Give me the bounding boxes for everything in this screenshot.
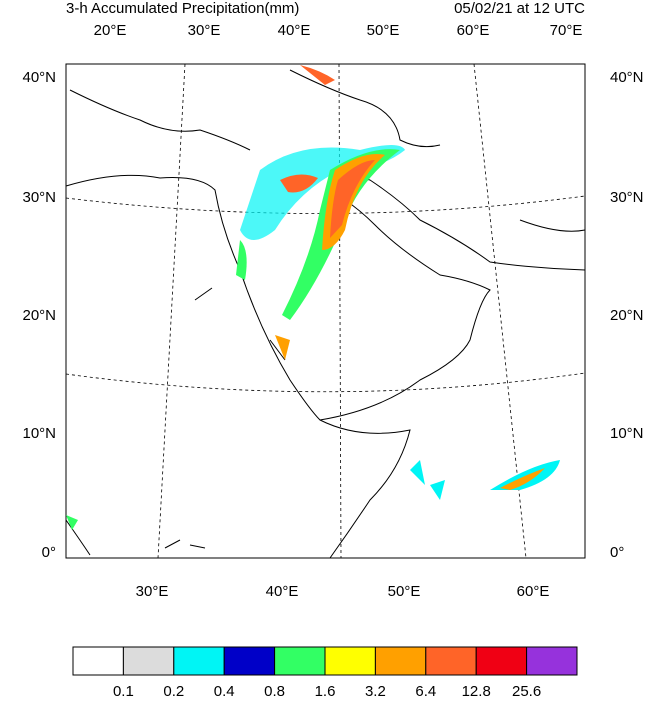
colorbar-label: 0.2 [163, 683, 184, 700]
bottom-lon-label: 40°E [266, 583, 299, 600]
colorbar-label: 0.8 [264, 683, 285, 700]
top-lon-label: 50°E [367, 22, 400, 39]
map-frame [65, 63, 586, 559]
right-lat-label: 30°N [610, 189, 644, 206]
colorbar-label: 3.2 [365, 683, 386, 700]
colorbar-label: 0.1 [113, 683, 134, 700]
colorbar-swatch [72, 646, 124, 676]
colorbar-swatch [223, 646, 276, 676]
graticule [65, 63, 586, 559]
top-lon-label: 60°E [457, 22, 490, 39]
top-lon-label: 20°E [94, 22, 127, 39]
left-lat-label: 20°N [22, 307, 56, 324]
left-lat-label: 0° [42, 544, 56, 561]
colorbar-swatch [122, 646, 175, 676]
precipitation [66, 65, 560, 530]
colorbar-label: 25.6 [512, 683, 541, 700]
bottom-lon-label: 30°E [136, 583, 169, 600]
title-right: 05/02/21 at 12 UTC [454, 0, 585, 17]
colorbar-swatch [374, 646, 427, 676]
colorbar-label: 12.8 [462, 683, 491, 700]
colorbar-swatch [475, 646, 528, 676]
right-lat-label: 0° [610, 544, 624, 561]
title-left: 3-h Accumulated Precipitation(mm) [66, 0, 299, 17]
colorbar-swatch [324, 646, 376, 676]
right-lat-label: 20°N [610, 307, 644, 324]
top-lon-label: 30°E [188, 22, 221, 39]
coastlines [65, 69, 586, 559]
map-area [65, 63, 586, 559]
top-lon-label: 40°E [278, 22, 311, 39]
colorbar-swatch [274, 646, 326, 676]
left-lat-label: 30°N [22, 189, 56, 206]
colorbar-label: 0.4 [214, 683, 235, 700]
right-lat-label: 40°N [610, 69, 644, 86]
left-lat-label: 40°N [22, 69, 56, 86]
colorbar-label: 1.6 [315, 683, 336, 700]
left-lat-label: 10°N [22, 425, 56, 442]
bottom-lon-label: 50°E [388, 583, 421, 600]
colorbar-swatch [425, 646, 477, 676]
colorbar-label: 6.4 [415, 683, 436, 700]
bottom-lon-label: 60°E [517, 583, 550, 600]
colorbar-swatch [173, 646, 225, 676]
top-lon-label: 70°E [550, 22, 583, 39]
right-lat-label: 10°N [610, 425, 644, 442]
colorbar-swatch [526, 646, 578, 676]
